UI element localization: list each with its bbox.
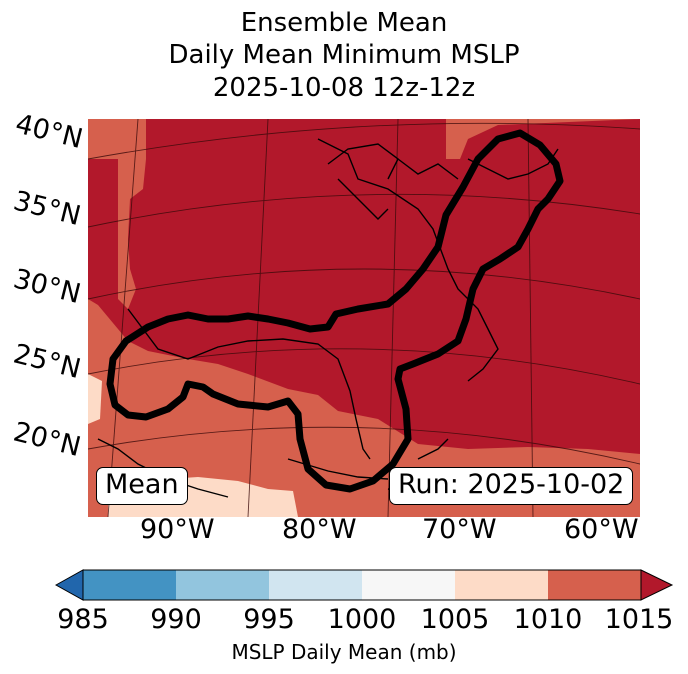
map-panel [88, 119, 640, 517]
colorbar-tick-990: 990 [150, 604, 202, 635]
colorbar-tick-985: 985 [57, 604, 109, 635]
lat-label-40n: 40°N [12, 108, 86, 156]
lon-label-60w: 60°W [564, 514, 639, 545]
colorbar [54, 569, 642, 601]
run-date-badge: Run: 2025-10-02 [389, 467, 634, 505]
colorbar-bin-985-990 [83, 570, 176, 600]
colorbar-label: MSLP Daily Mean (mb) [231, 640, 457, 664]
lat-label-20n: 20°N [10, 416, 84, 464]
colorbar-bin-1010-1015 [548, 570, 641, 600]
map-svg [88, 119, 640, 517]
title-line-3: 2025-10-08 12z-12z [212, 73, 476, 103]
lon-label-90w: 90°W [140, 514, 215, 545]
colorbar-bin-1000-1005 [362, 570, 455, 600]
lon-label-80w: 80°W [282, 514, 357, 545]
pressure-region-1000-1005-west [88, 374, 102, 424]
title-line-1: Ensemble Mean [240, 8, 448, 38]
pressure-region-1010-1015 [88, 119, 640, 454]
colorbar-over-arrow-tip [640, 569, 674, 601]
title-line-2: Daily Mean Minimum MSLP [168, 40, 520, 70]
colorbar-tick-995: 995 [243, 604, 295, 635]
colorbar-tick-1010: 1010 [513, 604, 583, 635]
colorbar-tick-1000: 1000 [327, 604, 397, 635]
lat-label-30n: 30°N [10, 263, 84, 311]
colorbar-under-arrow [54, 569, 84, 601]
colorbar-bin-995-1000 [269, 570, 362, 600]
contour-1010 [106, 129, 564, 493]
lon-label-70w: 70°W [422, 514, 497, 545]
mean-badge: Mean [96, 467, 188, 505]
colorbar-bin-990-995 [176, 570, 269, 600]
colorbar-bin-1005-1010 [455, 570, 548, 600]
lat-label-25n: 25°N [10, 338, 84, 386]
lat-label-35n: 35°N [10, 185, 84, 233]
colorbar-tick-1005: 1005 [420, 604, 490, 635]
colorbar-tick-1015: 1015 [604, 604, 674, 635]
